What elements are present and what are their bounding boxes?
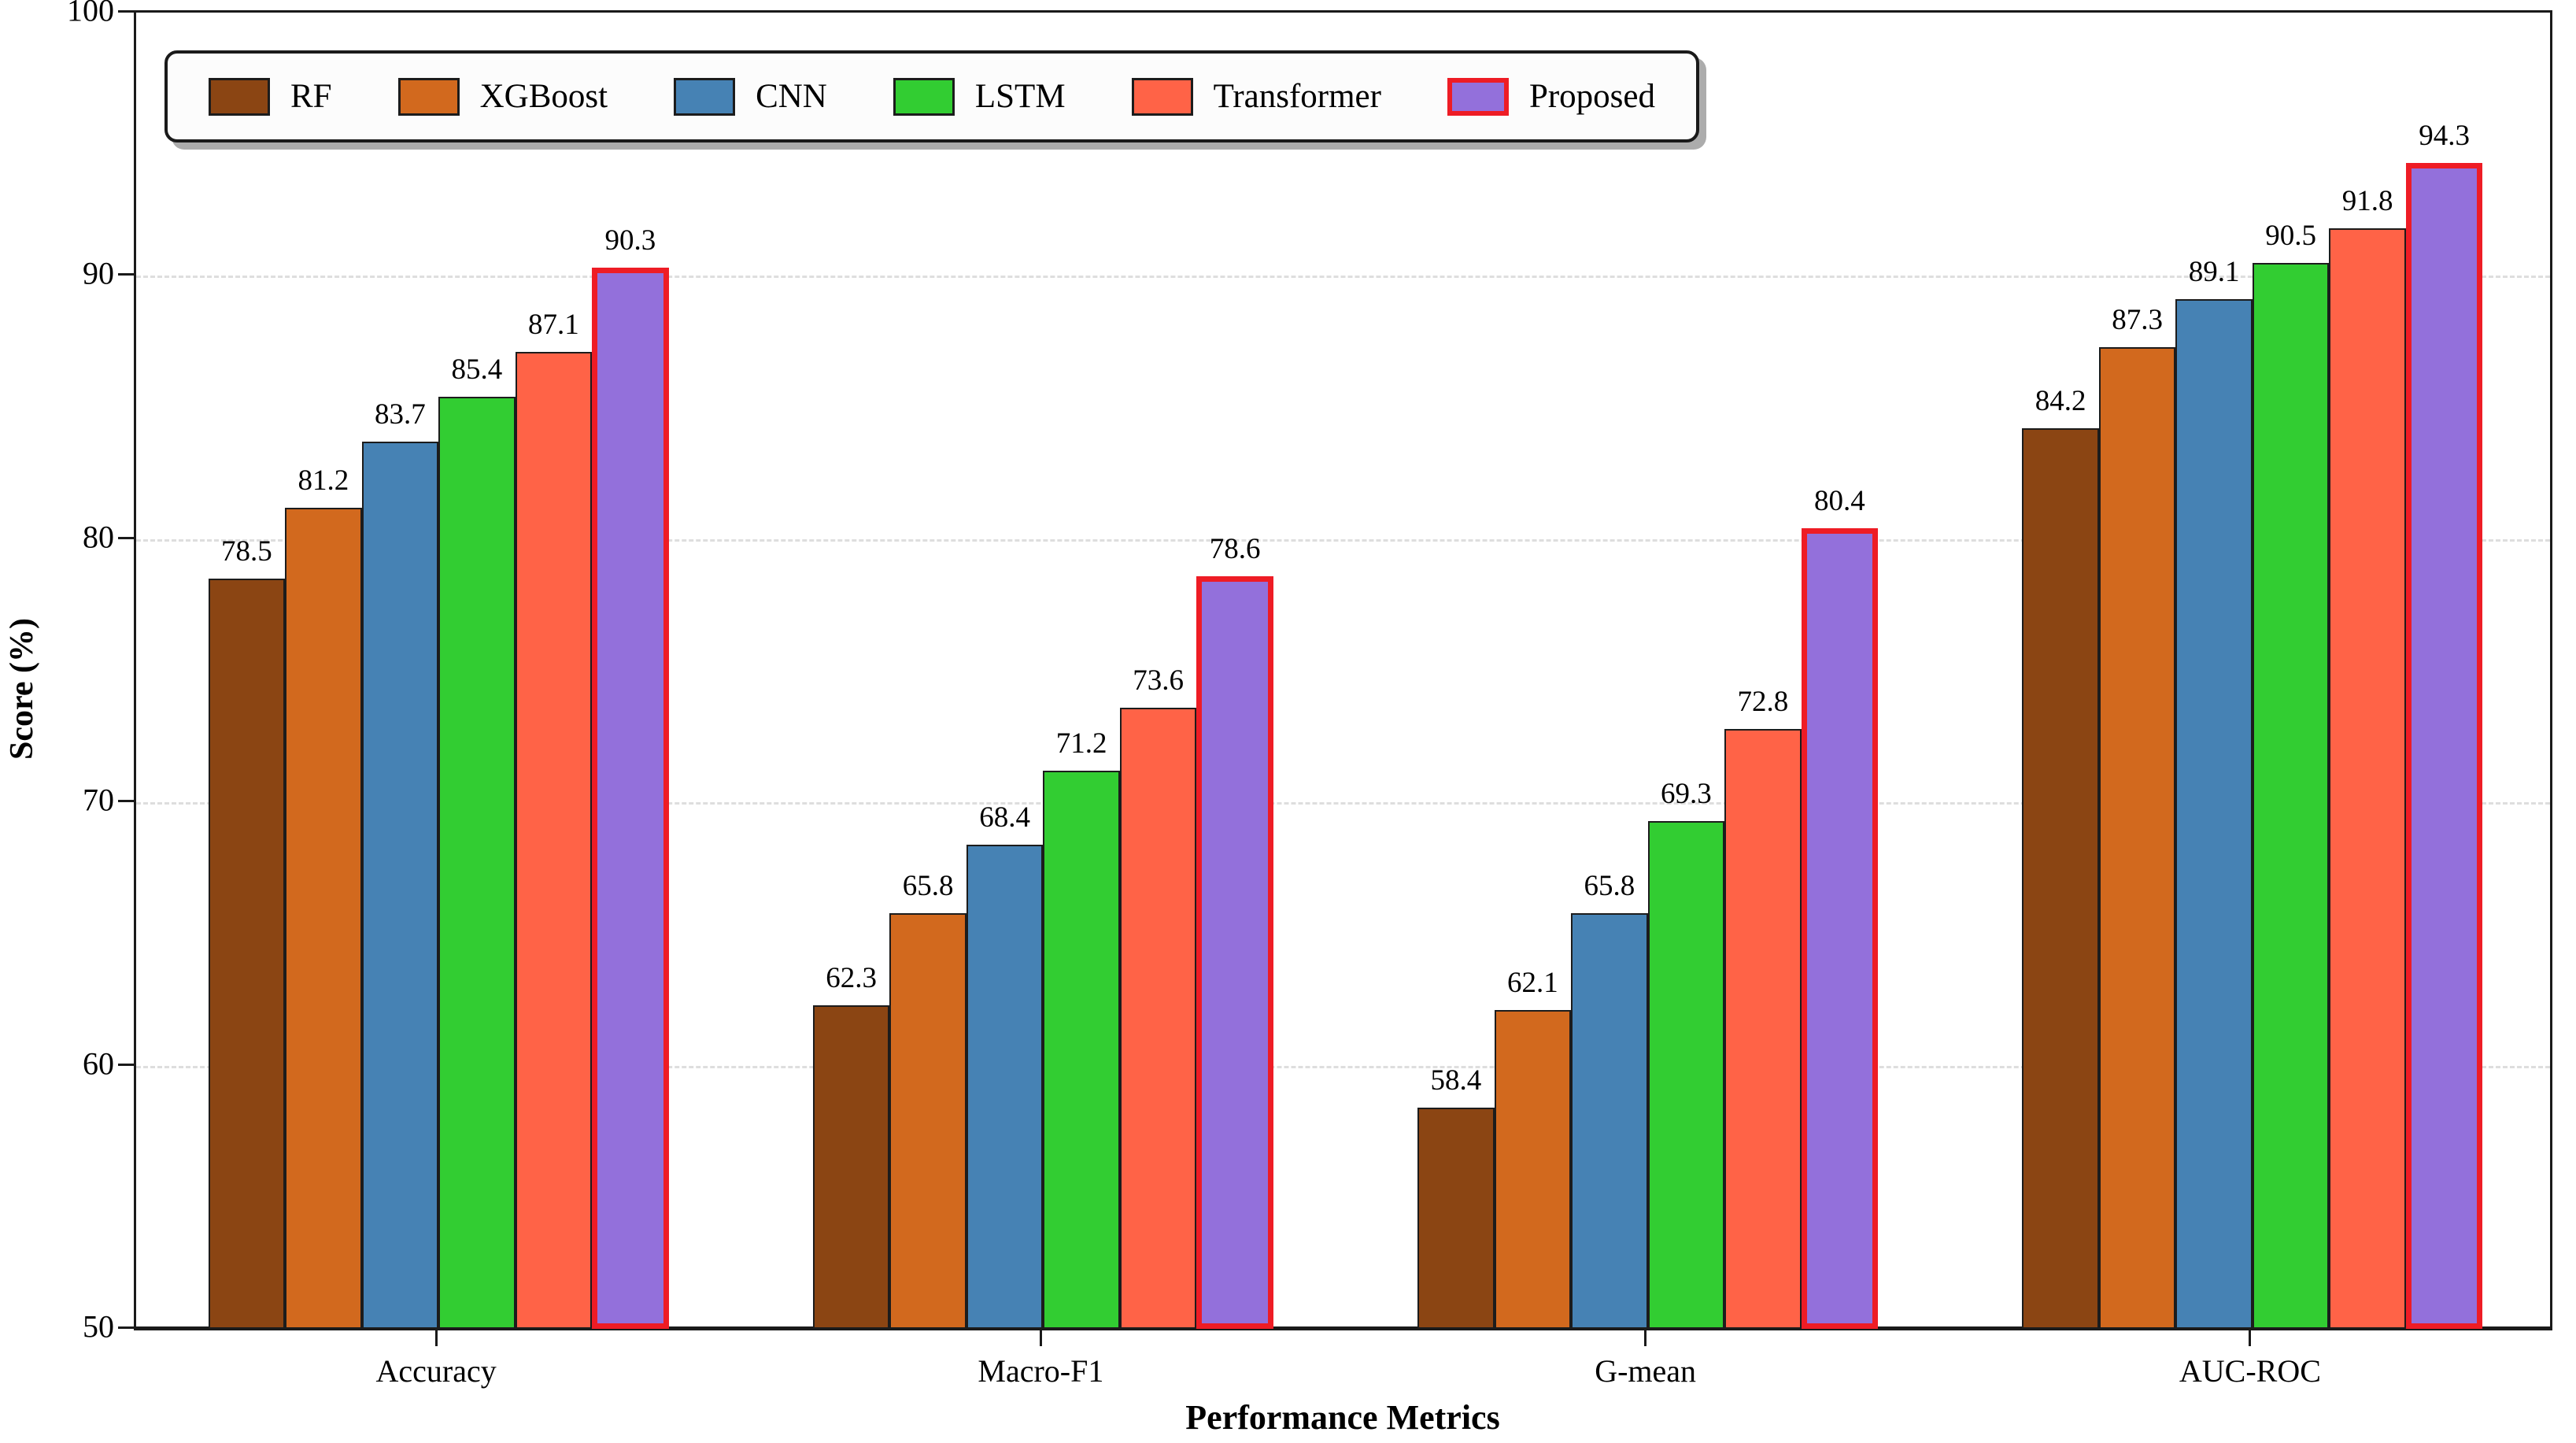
legend-item-proposed: Proposed <box>1447 77 1655 116</box>
legend-item-cnn: CNN <box>674 77 827 116</box>
bar-xgboost-auc-roc <box>2098 346 2176 1329</box>
legend: RF XGBoost CNN LSTM Transformer Proposed <box>164 50 1700 142</box>
bar-value-transformer-accuracy: 87.1 <box>528 309 579 342</box>
legend-item-xgboost: XGBoost <box>397 77 608 116</box>
bar-value-lstm-auc-roc: 90.5 <box>2265 219 2316 252</box>
bar-value-proposed-g-mean: 80.4 <box>1814 485 1865 518</box>
bar-value-cnn-g-mean: 65.8 <box>1584 869 1635 902</box>
y-tick-mark-60 <box>118 1063 134 1066</box>
bar-value-proposed-auc-roc: 94.3 <box>2419 119 2470 152</box>
x-axis-title: Performance Metrics <box>1185 1398 1500 1437</box>
y-axis-title: Score (%) <box>4 618 40 760</box>
bar-rf-g-mean <box>1417 1108 1495 1329</box>
legend-swatch-rf <box>209 77 270 116</box>
gridline-80 <box>136 538 2550 542</box>
bar-value-xgboost-auc-roc: 87.3 <box>2112 303 2163 336</box>
bar-value-lstm-g-mean: 69.3 <box>1661 777 1712 810</box>
bar-value-xgboost-g-mean: 62.1 <box>1507 967 1558 1000</box>
bar-proposed-auc-roc <box>2405 162 2483 1329</box>
y-tick-mark-90 <box>118 273 134 276</box>
x-tick-mark-accuracy <box>434 1330 438 1346</box>
bar-xgboost-macro-f1 <box>889 912 966 1329</box>
gridline-60 <box>136 1065 2550 1068</box>
bar-transformer-g-mean <box>1724 728 1802 1329</box>
y-tick-mark-80 <box>118 536 134 539</box>
bar-value-proposed-macro-f1: 78.6 <box>1209 532 1261 565</box>
bar-lstm-g-mean <box>1647 820 1725 1329</box>
bar-cnn-auc-roc <box>2175 299 2253 1329</box>
bar-value-rf-accuracy: 78.5 <box>221 535 272 568</box>
bar-rf-macro-f1 <box>812 1005 890 1329</box>
x-tick-label-auc-roc: AUC-ROC <box>2179 1353 2321 1389</box>
y-tick-label-80: 80 <box>83 519 114 555</box>
legend-item-rf: RF <box>209 77 332 116</box>
bar-rf-auc-roc <box>2022 428 2099 1329</box>
gridline-70 <box>136 802 2550 805</box>
legend-label-xgboost: XGBoost <box>479 78 608 115</box>
bar-value-lstm-accuracy: 85.4 <box>451 353 503 387</box>
bar-value-cnn-auc-roc: 89.1 <box>2188 256 2240 289</box>
bar-value-rf-macro-f1: 62.3 <box>826 961 877 994</box>
bar-value-lstm-macro-f1: 71.2 <box>1055 727 1107 760</box>
bar-value-xgboost-accuracy: 81.2 <box>298 464 349 497</box>
bar-transformer-macro-f1 <box>1119 707 1197 1329</box>
x-tick-mark-g-mean <box>1644 1330 1647 1346</box>
x-tick-label-g-mean: G-mean <box>1595 1353 1697 1389</box>
bar-value-rf-g-mean: 58.4 <box>1430 1064 1482 1097</box>
bar-value-cnn-accuracy: 83.7 <box>375 398 426 431</box>
y-tick-label-70: 70 <box>83 782 114 818</box>
legend-swatch-proposed <box>1447 77 1509 116</box>
bar-value-xgboost-macro-f1: 65.8 <box>902 869 954 902</box>
y-tick-label-50: 50 <box>83 1308 114 1345</box>
bar-value-transformer-auc-roc: 91.8 <box>2341 185 2393 218</box>
bar-proposed-accuracy <box>592 268 669 1329</box>
bar-xgboost-g-mean <box>1494 1010 1572 1329</box>
legend-label-cnn: CNN <box>756 78 827 115</box>
bar-cnn-macro-f1 <box>966 844 1044 1329</box>
x-tick-mark-auc-roc <box>2249 1330 2252 1346</box>
legend-label-lstm: LSTM <box>974 78 1066 115</box>
bar-rf-accuracy <box>208 578 286 1329</box>
bar-value-rf-auc-roc: 84.2 <box>2035 385 2086 418</box>
legend-label-rf: RF <box>290 78 332 115</box>
bar-lstm-auc-roc <box>2252 262 2330 1329</box>
legend-label-proposed: Proposed <box>1528 78 1656 115</box>
x-tick-label-accuracy: Accuracy <box>375 1353 497 1389</box>
bar-proposed-macro-f1 <box>1196 575 1273 1329</box>
legend-item-lstm: LSTM <box>893 77 1066 116</box>
y-tick-label-90: 90 <box>83 255 114 291</box>
legend-swatch-xgboost <box>397 77 460 116</box>
bar-xgboost-accuracy <box>285 507 362 1329</box>
bar-lstm-accuracy <box>438 397 516 1329</box>
legend-swatch-transformer <box>1131 77 1193 116</box>
bar-cnn-accuracy <box>361 442 439 1329</box>
bar-value-proposed-accuracy: 90.3 <box>604 224 656 257</box>
legend-label-transformer: Transformer <box>1213 78 1381 115</box>
bar-value-transformer-macro-f1: 73.6 <box>1133 664 1184 697</box>
bar-cnn-g-mean <box>1571 912 1648 1329</box>
bar-transformer-auc-roc <box>2329 228 2406 1329</box>
bar-lstm-macro-f1 <box>1043 771 1120 1329</box>
bar-proposed-g-mean <box>1801 528 1879 1329</box>
bar-value-transformer-g-mean: 72.8 <box>1737 685 1789 718</box>
x-tick-mark-macro-f1 <box>1039 1330 1042 1346</box>
x-tick-label-macro-f1: Macro-F1 <box>978 1353 1104 1389</box>
plot-area: 78.5 81.2 83.7 85.4 87.1 90.3 62.3 65.8 68.4 71.2… <box>134 10 2552 1330</box>
legend-item-transformer: Transformer <box>1131 77 1381 116</box>
bar-transformer-accuracy <box>515 352 593 1329</box>
y-tick-mark-70 <box>118 800 134 803</box>
y-tick-mark-50 <box>118 1326 134 1329</box>
y-tick-label-100: 100 <box>67 0 114 28</box>
y-tick-mark-100 <box>118 10 134 13</box>
gridline-90 <box>136 276 2550 279</box>
legend-swatch-lstm <box>893 77 955 116</box>
bar-value-cnn-macro-f1: 68.4 <box>979 801 1030 834</box>
legend-swatch-cnn <box>674 77 736 116</box>
y-tick-label-60: 60 <box>83 1045 114 1082</box>
